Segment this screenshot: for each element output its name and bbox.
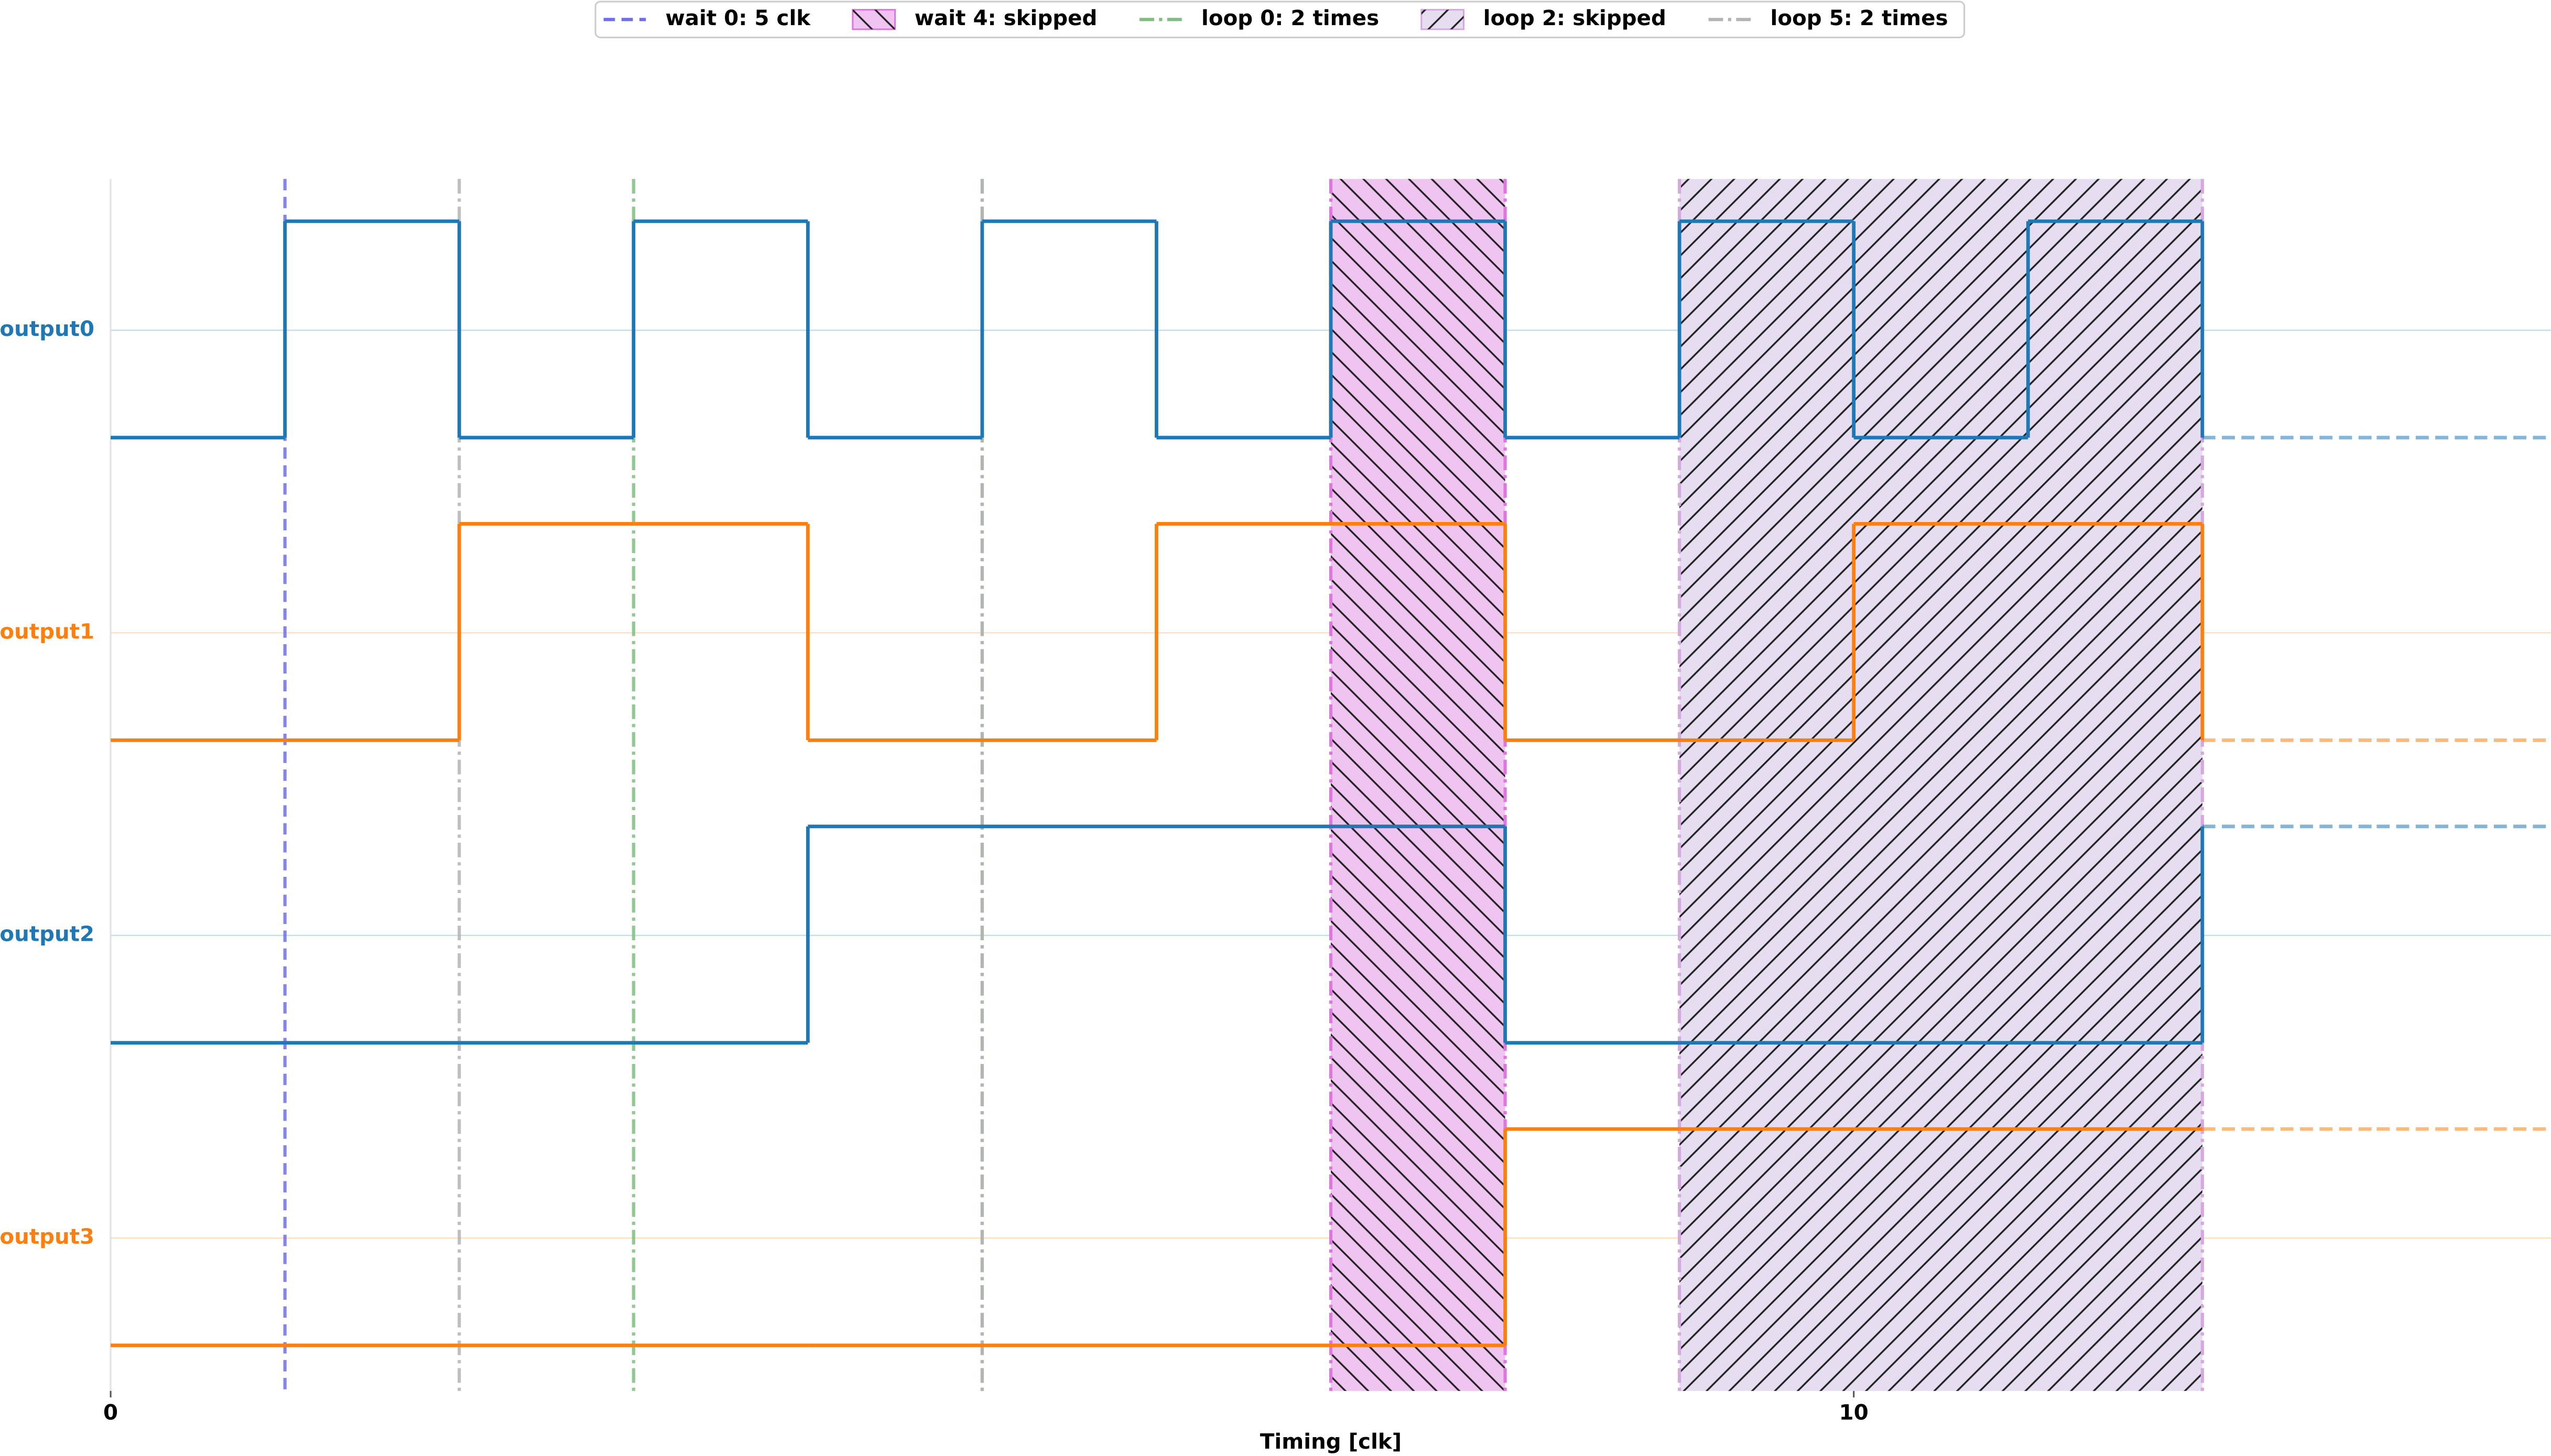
- skip-hatch: [1679, 179, 2202, 1391]
- legend-label: wait 0: 5 clk: [666, 6, 811, 30]
- y-tick-label: output2: [0, 922, 94, 947]
- x-tick-label: 0: [103, 1400, 118, 1425]
- x-tick-label: 10: [1839, 1400, 1869, 1425]
- legend-label: loop 2: skipped: [1483, 6, 1666, 30]
- x-axis-label: Timing [clk]: [1260, 1429, 1402, 1454]
- y-tick-label: output0: [0, 317, 94, 341]
- legend-swatch-hatch: [1421, 9, 1464, 29]
- legend-swatch-hatch: [852, 9, 895, 29]
- legend-label: loop 0: 2 times: [1201, 6, 1379, 30]
- legend-label: wait 4: skipped: [915, 6, 1098, 30]
- y-tick-label: output3: [0, 1224, 94, 1249]
- legend: wait 0: 5 clk wait 4: skipped loop 0: 2 ti…: [594, 1, 1966, 38]
- legend-label: loop 5: 2 times: [1771, 6, 1948, 30]
- skip-hatch: [1331, 179, 1505, 1391]
- y-tick-label: output1: [0, 619, 94, 644]
- legend-box: [594, 1, 1966, 38]
